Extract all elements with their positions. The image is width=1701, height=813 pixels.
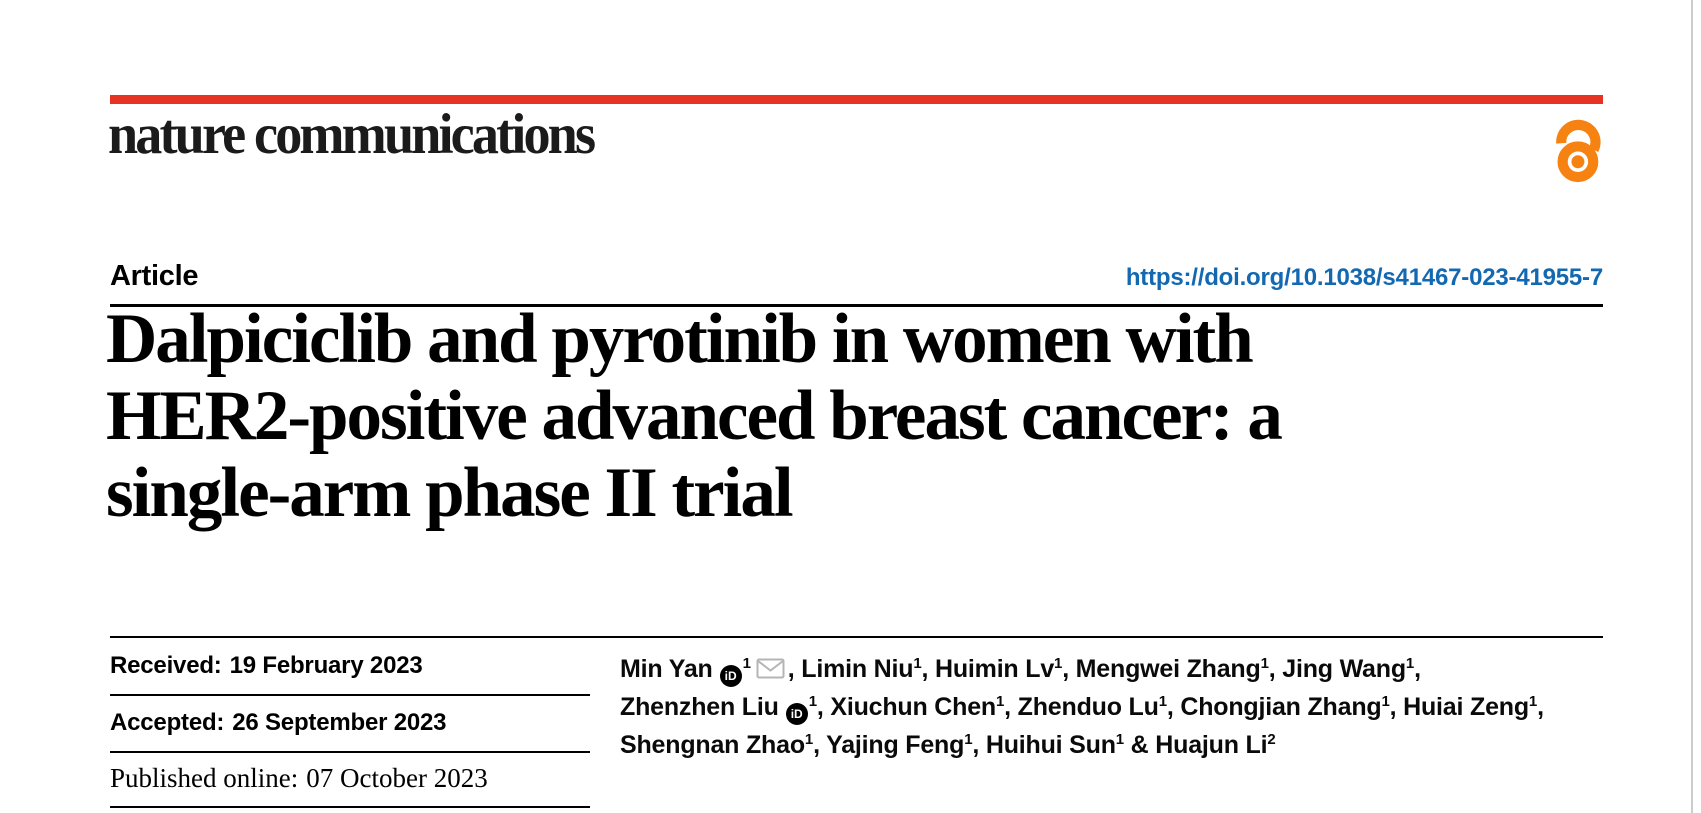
orcid-icon[interactable]: iD [785, 703, 808, 725]
history-divider [110, 806, 590, 808]
author-name: Min Yan [620, 655, 713, 683]
affiliation-superscript: 1 [808, 693, 817, 710]
article-title: Dalpiciclib and pyrotinib in women with … [106, 300, 1283, 532]
title-line-2: HER2-positive advanced breast cancer: a [106, 377, 1283, 455]
received-date-row: Received: 19 February 2023 [110, 652, 423, 680]
title-line-1: Dalpiciclib and pyrotinib in women with [106, 300, 1254, 378]
published-date-row: Published online: 07 October 2023 [110, 763, 488, 794]
author-name: , Huiai Zeng [1389, 693, 1529, 721]
header-divider [110, 304, 1603, 307]
author-name: , Chongjian Zhang [1166, 693, 1382, 721]
affiliation-superscript: 1 [1528, 693, 1538, 710]
accepted-date: 26 September 2023 [232, 709, 447, 736]
affiliation-superscript: 1 [964, 731, 973, 748]
history-divider [110, 751, 590, 753]
info-block-top-divider [110, 636, 1603, 638]
affiliation-superscript: 2 [1267, 731, 1276, 748]
affiliation-superscript: 1 [1158, 693, 1167, 710]
author-name: & Huajun Li [1123, 731, 1268, 759]
email-envelope-icon[interactable] [756, 652, 785, 690]
accepted-date-row: Accepted: 26 September 2023 [110, 709, 447, 737]
author-name: , Mengwei Zhang [1062, 655, 1261, 683]
accepted-label: Accepted: [110, 709, 225, 736]
published-date: 07 October 2023 [306, 763, 488, 793]
author-name: , Huihui Sun [972, 731, 1116, 759]
author-line-2: Zhenzhen Liu iD1, Xiuchun Chen1, Zhenduo … [620, 688, 1630, 726]
page-edge-divider [1691, 0, 1693, 813]
published-label: Published online: [110, 763, 299, 793]
affiliation-superscript: 1 [804, 731, 814, 748]
author-list: Min Yan iD1, Limin Niu1, Huimin Lv1, Meng… [620, 650, 1630, 764]
author-line-3: Shengnan Zhao1, Yajing Feng1, Huihui Sun… [620, 726, 1630, 764]
orcid-icon[interactable]: iD [719, 665, 742, 687]
affiliation-superscript: 1 [1381, 693, 1390, 710]
journal-logo: nature communications [108, 103, 596, 166]
author-name: , Yajing Feng [813, 731, 965, 759]
article-meta-row: Article https://doi.org/10.1038/s41467-0… [110, 260, 1603, 293]
open-access-icon [1556, 119, 1601, 183]
affiliation-superscript: 1 [1260, 655, 1269, 672]
received-date: 19 February 2023 [229, 652, 423, 679]
author-name: , Zhenduo Lu [1004, 693, 1159, 721]
author-name: Shengnan Zhao [620, 731, 805, 759]
affiliation-superscript: 1 [996, 693, 1005, 710]
affiliation-superscript: 1 [742, 655, 751, 672]
author-name: , Limin Niu [787, 655, 914, 683]
masthead-red-bar [110, 95, 1603, 104]
author-name: , Jing Wang [1268, 655, 1406, 683]
affiliation-superscript: 1 [1115, 731, 1124, 748]
author-name: , Xiuchun Chen [816, 693, 997, 721]
received-label: Received: [110, 652, 222, 679]
title-line-3: single-arm phase II trial [106, 454, 794, 532]
article-type-label: Article [110, 260, 199, 292]
author-name: Zhenzhen Liu [620, 693, 779, 721]
history-divider [110, 694, 590, 696]
affiliation-superscript: 1 [913, 655, 922, 672]
doi-link[interactable]: https://doi.org/10.1038/s41467-023-41955… [1125, 264, 1603, 291]
author-name: , Huimin Lv [921, 655, 1055, 683]
author-separator: , [1414, 655, 1421, 683]
affiliation-superscript: 1 [1405, 655, 1415, 672]
author-separator: , [1537, 693, 1544, 721]
affiliation-superscript: 1 [1054, 655, 1063, 672]
author-line-1: Min Yan iD1, Limin Niu1, Huimin Lv1, Meng… [620, 650, 1630, 688]
